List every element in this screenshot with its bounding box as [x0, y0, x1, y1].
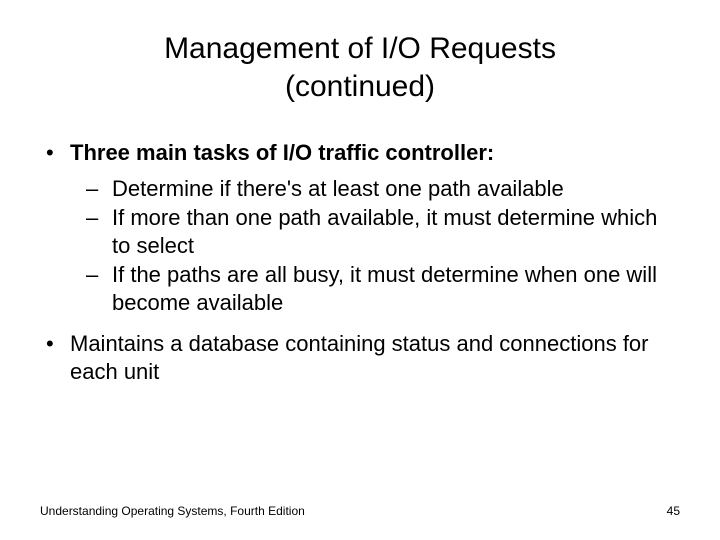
- title-line-2: (continued): [285, 70, 435, 103]
- slide-container: Management of I/O Requests (continued) •…: [0, 0, 720, 540]
- slide-footer: Understanding Operating Systems, Fourth …: [40, 504, 680, 518]
- sub-bullet-2: – If more than one path available, it mu…: [86, 204, 680, 259]
- page-number: 45: [667, 504, 680, 518]
- dash-marker: –: [86, 204, 112, 259]
- bullet-marker: •: [40, 330, 70, 385]
- bullet-1-text: Three main tasks of I/O traffic controll…: [70, 139, 680, 167]
- sub-bullet-2-text: If more than one path available, it must…: [112, 204, 680, 259]
- sub-bullet-3-text: If the paths are all busy, it must deter…: [112, 261, 680, 316]
- sub-bullet-1: – Determine if there's at least one path…: [86, 175, 680, 203]
- sub-bullet-3: – If the paths are all busy, it must det…: [86, 261, 680, 316]
- bullet-marker: •: [40, 139, 70, 167]
- bullet-1: • Three main tasks of I/O traffic contro…: [40, 139, 680, 167]
- dash-marker: –: [86, 175, 112, 203]
- sub-bullet-1-text: Determine if there's at least one path a…: [112, 175, 680, 203]
- dash-marker: –: [86, 261, 112, 316]
- bullet-2-text: Maintains a database containing status a…: [70, 330, 680, 385]
- slide-content: • Three main tasks of I/O traffic contro…: [40, 139, 680, 385]
- bullet-2: • Maintains a database containing status…: [40, 330, 680, 385]
- title-line-1: Management of I/O Requests: [164, 32, 556, 65]
- footer-source: Understanding Operating Systems, Fourth …: [40, 504, 305, 518]
- bullet-1-subitems: – Determine if there's at least one path…: [86, 175, 680, 317]
- slide-title: Management of I/O Requests (continued): [40, 30, 680, 105]
